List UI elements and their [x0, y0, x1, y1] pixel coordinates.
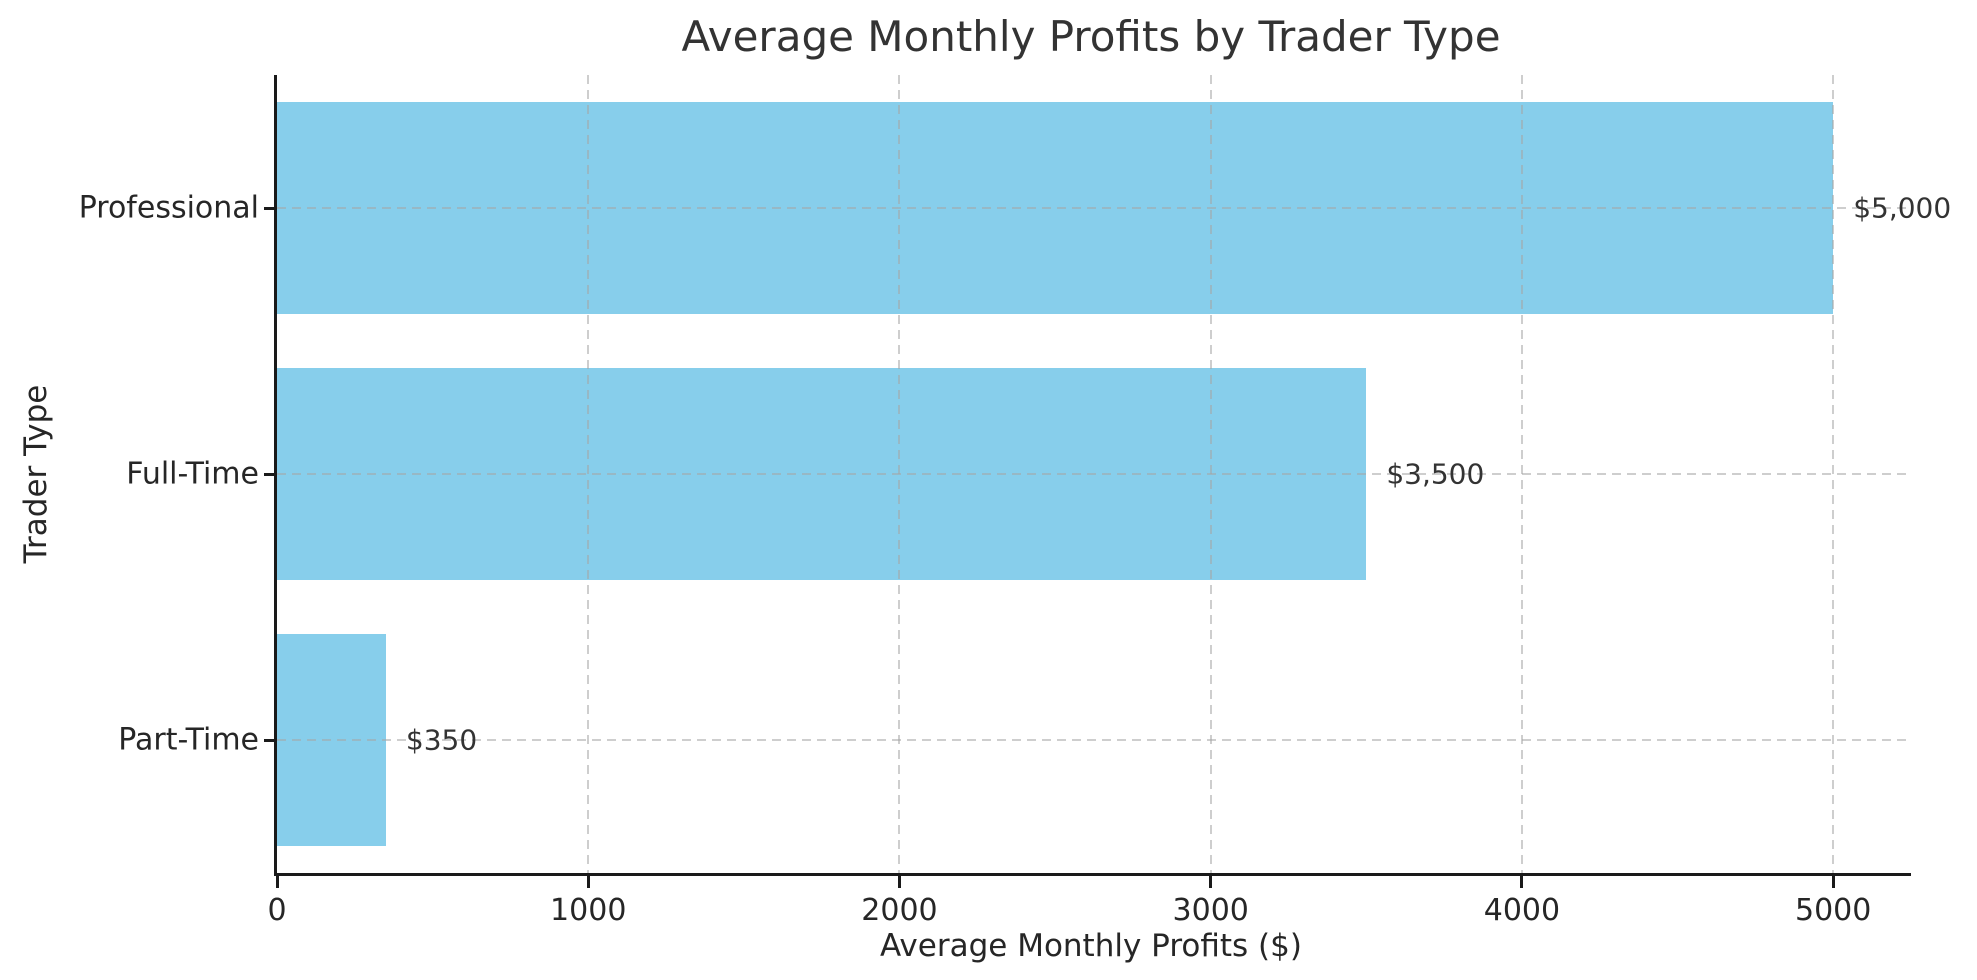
plot-area: 0 1000 2000 3000 4000 5000 Professional $5,000 F…: [79, 75, 1951, 928]
x-tick-label: 0: [267, 893, 287, 928]
y-axis-label: Trader Type: [18, 384, 54, 564]
x-axis-label: Average Monthly Profits ($): [880, 928, 1302, 964]
x-tick-mark: [1520, 876, 1524, 888]
x-tick-mark: [1831, 876, 1835, 888]
y-gridline: [277, 739, 1911, 741]
x-tick-mark: [586, 876, 590, 888]
y-tick-mark: [264, 206, 277, 210]
y-tick-mark: [264, 472, 277, 476]
y-tick-label-full-time: Full-Time: [126, 456, 259, 492]
y-tick-label-professional: Professional: [78, 190, 259, 226]
x-tick-mark: [897, 876, 901, 888]
y-gridline: [277, 473, 1911, 475]
x-tick-label: 4000: [1483, 893, 1561, 928]
bar-value-label: $350: [405, 723, 478, 757]
bar-value-label: $5,000: [1853, 191, 1952, 225]
x-tick-label: 5000: [1795, 893, 1872, 928]
x-tick-label: 3000: [1172, 893, 1249, 928]
chart-title: Average Monthly Profits by Trader Type: [681, 12, 1501, 61]
x-tick-mark: [1209, 876, 1213, 888]
x-tick-mark: [275, 876, 279, 888]
y-gridline: [277, 207, 1911, 209]
y-tick-mark: [264, 738, 277, 742]
bar-value-label: $3,500: [1386, 457, 1485, 491]
x-tick-label: 2000: [861, 893, 938, 928]
x-tick-label: 1000: [550, 893, 627, 928]
y-tick-label-part-time: Part-Time: [118, 722, 259, 758]
